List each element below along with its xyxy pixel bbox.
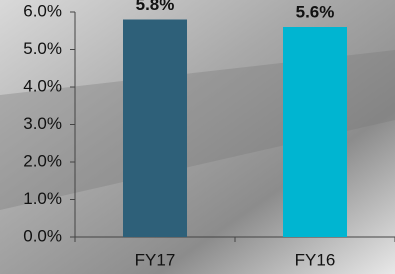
y-tick-label: 4.0% [23, 76, 62, 95]
y-tick-label: 0.0% [23, 226, 62, 245]
y-tick-label: 1.0% [23, 189, 62, 208]
chart: 0.0% 1.0% 2.0% 3.0% 4.0% 5.0% 6.0% FY17 5.8% FY16… [0, 0, 395, 274]
y-tick-label: 2.0% [23, 151, 62, 170]
y-tick-label: 5.0% [23, 39, 62, 58]
x-tick-label: FY16 [295, 250, 336, 269]
bar [283, 27, 347, 237]
bar [123, 20, 187, 238]
value-label: 5.8% [136, 0, 175, 14]
y-tick-label: 6.0% [23, 1, 62, 20]
y-tick-label: 3.0% [23, 114, 62, 133]
x-tick-label: FY17 [135, 250, 176, 269]
value-label: 5.6% [296, 2, 335, 21]
